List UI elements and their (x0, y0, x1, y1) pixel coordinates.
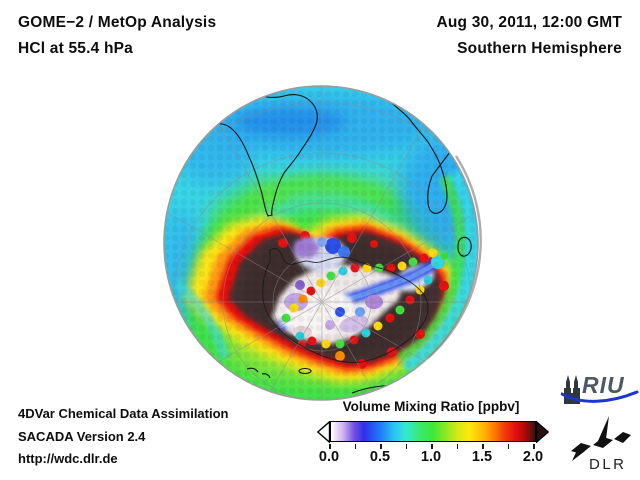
colorbar-tick-label: 1.5 (471, 449, 493, 465)
colorbar-minor-tick (482, 444, 484, 449)
title-hemisphere: Southern Hemisphere (457, 40, 622, 57)
colorbar-minor-tick (380, 444, 382, 449)
title-datetime: Aug 30, 2011, 12:00 GMT (436, 14, 622, 31)
colorbar-minor-tick (456, 444, 458, 449)
colorbar-right-arrow (536, 420, 549, 443)
title-instrument: GOME−2 / MetOp Analysis (18, 14, 217, 31)
colorbar-ticks (329, 444, 535, 450)
colorbar-gradient (330, 421, 536, 442)
colorbar-labels: 0.0 0.5 1.0 1.5 2.0 (319, 449, 543, 467)
coast-africa (369, 87, 467, 214)
dlr-logo-text: DLR (589, 456, 627, 473)
footer-version: SACADA Version 2.4 (18, 429, 146, 444)
riu-logo-text: RIU (582, 372, 625, 398)
colorbar-minor-tick (354, 444, 356, 449)
coast-south-america (191, 92, 318, 217)
coast-antarctica (262, 247, 429, 363)
colorbar-minor-tick (507, 444, 509, 449)
colorbar-minor-tick (533, 444, 535, 449)
colorbar-title: Volume Mixing Ratio [ppbv] (342, 399, 520, 414)
riu-logo: RIU (561, 372, 639, 408)
colorbar-left-arrow (317, 420, 330, 443)
graticule (164, 86, 478, 400)
colorbar (317, 420, 549, 443)
colorbar-minor-tick (405, 444, 407, 449)
title-quantity: HCl at 55.4 hPa (18, 40, 133, 57)
colorbar-minor-tick (431, 444, 433, 449)
coast-islands (246, 367, 312, 379)
globe-rim (163, 85, 479, 401)
colorbar-minor-tick (329, 444, 331, 449)
colorbar-tick-label: 2.0 (522, 449, 544, 465)
hex-cell-texture (164, 86, 478, 400)
colorbar-tick-label: 1.0 (420, 449, 442, 465)
dlr-emblem-icon (571, 416, 631, 461)
colorbar-tick-label: 0.0 (318, 449, 340, 465)
riu-swoosh (561, 390, 639, 403)
dlr-logo: DLR (563, 415, 635, 477)
globe-rim-shadow (427, 155, 482, 359)
footer-url: http://wdc.dlr.de (18, 451, 118, 466)
colorbar-tick-label: 0.5 (369, 449, 391, 465)
footer-method: 4DVar Chemical Data Assimilation (18, 406, 229, 421)
coast-madagascar (457, 236, 472, 257)
